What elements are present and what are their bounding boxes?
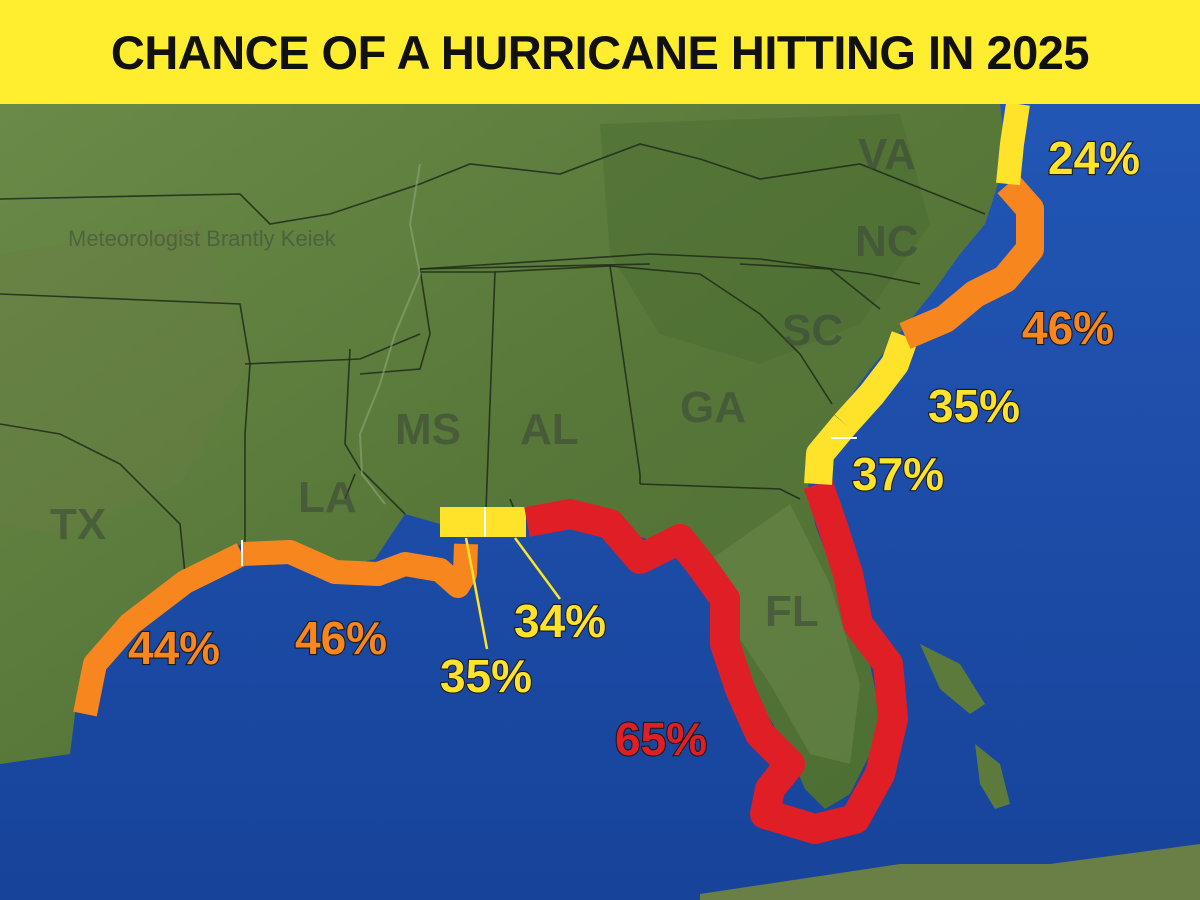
pct-label-va: 24% [1048, 132, 1140, 184]
state-label-nc: NC [855, 217, 919, 266]
pct-label-tx: 44% [128, 622, 220, 674]
title-banner: CHANCE OF A HURRICANE HITTING IN 2025 [0, 0, 1200, 104]
pct-label-al: 34% [514, 595, 606, 647]
land-texture-east [600, 114, 930, 364]
pct-label-ga: 37% [852, 448, 944, 500]
map-title: CHANCE OF A HURRICANE HITTING IN 2025 [110, 25, 1090, 79]
state-label-fl: FL [765, 587, 819, 636]
risk-bands [73, 104, 1044, 844]
bahamas-small [975, 744, 1010, 809]
leader-lines [464, 537, 562, 650]
mississippi-river [358, 163, 422, 505]
band-florida [524, 479, 908, 844]
band-georgia [804, 415, 856, 485]
map-area: Meteorologist Brantly Keiek VA NC SC GA … [0, 104, 1200, 900]
state-label-tx: TX [50, 500, 106, 549]
cuba [700, 844, 1200, 900]
pct-label-fl: 65% [615, 713, 707, 765]
mainland [0, 104, 1005, 809]
state-label-sc: SC [782, 306, 843, 355]
band-louisiana [241, 540, 478, 598]
band-north-carolina [899, 174, 1044, 349]
state-label-la: LA [298, 473, 357, 522]
bahamas [920, 644, 985, 714]
watermark-text: Meteorologist Brantly Keiek [68, 226, 337, 251]
band-virginia [996, 104, 1030, 186]
state-label-ga: GA [680, 383, 746, 432]
band-texas [73, 543, 248, 717]
band-south-carolina [834, 331, 919, 434]
land-texture-south [690, 504, 860, 764]
state-label-ms: MS [395, 405, 461, 454]
pct-label-nc: 46% [1022, 302, 1114, 354]
band-dividers [241, 437, 857, 566]
pct-label-ms: 35% [440, 650, 532, 702]
state-label-va: VA [858, 130, 916, 179]
state-label-al: AL [520, 405, 579, 454]
pct-label-sc: 35% [928, 380, 1020, 432]
state-borders [0, 143, 986, 575]
pct-label-la: 46% [295, 612, 387, 664]
